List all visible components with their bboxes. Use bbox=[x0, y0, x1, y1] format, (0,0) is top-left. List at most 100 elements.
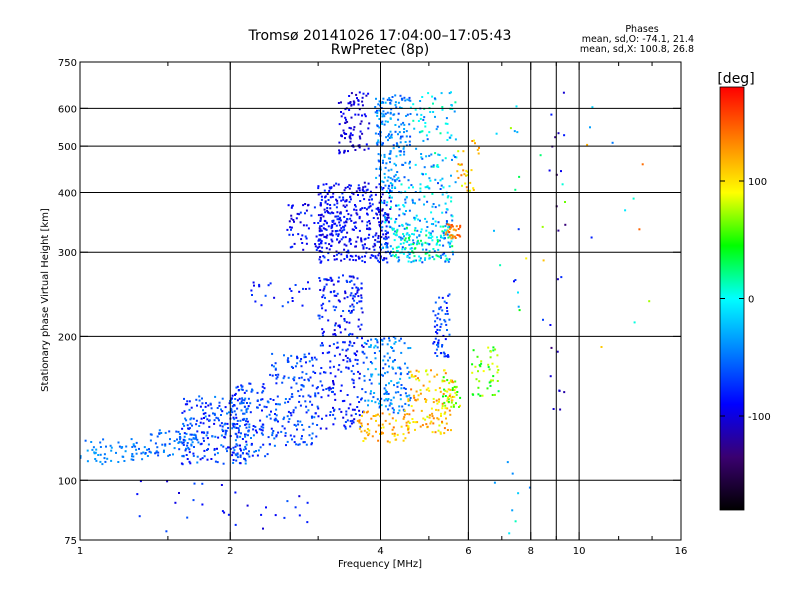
colorbar-tick-label: 0 bbox=[748, 295, 754, 306]
data-point bbox=[333, 184, 336, 187]
data-point bbox=[486, 387, 489, 390]
data-point bbox=[239, 456, 242, 458]
data-point bbox=[244, 458, 247, 461]
data-point bbox=[294, 284, 297, 286]
data-point bbox=[414, 421, 417, 424]
data-point bbox=[369, 195, 372, 198]
data-point bbox=[459, 224, 462, 227]
data-point bbox=[388, 196, 391, 199]
data-point bbox=[320, 229, 323, 232]
data-point bbox=[393, 434, 396, 437]
data-point bbox=[351, 287, 354, 290]
data-point bbox=[241, 398, 244, 401]
data-point bbox=[398, 125, 401, 128]
data-point bbox=[432, 401, 435, 404]
data-point bbox=[349, 254, 352, 257]
data-point bbox=[382, 359, 385, 362]
data-point bbox=[403, 176, 406, 179]
data-point bbox=[368, 220, 371, 222]
data-point bbox=[363, 207, 366, 209]
data-point bbox=[355, 354, 358, 357]
data-point bbox=[408, 371, 410, 374]
data-point bbox=[214, 395, 217, 398]
data-point bbox=[370, 390, 372, 393]
data-point bbox=[199, 421, 202, 424]
data-point bbox=[347, 407, 350, 410]
data-point bbox=[296, 355, 298, 358]
data-point bbox=[479, 394, 482, 397]
data-point bbox=[320, 260, 323, 263]
data-point bbox=[277, 431, 280, 434]
data-point bbox=[416, 229, 419, 232]
data-point bbox=[412, 375, 415, 378]
data-point bbox=[233, 404, 236, 407]
data-point bbox=[428, 177, 431, 180]
data-point bbox=[424, 418, 427, 421]
data-point bbox=[333, 393, 336, 396]
data-point bbox=[407, 420, 410, 423]
data-point bbox=[307, 378, 310, 381]
data-point bbox=[380, 243, 383, 246]
data-point bbox=[260, 425, 263, 428]
data-point bbox=[448, 318, 451, 321]
data-point bbox=[164, 443, 167, 446]
data-point bbox=[340, 101, 342, 104]
data-point bbox=[269, 443, 271, 446]
data-point bbox=[362, 92, 365, 95]
data-point bbox=[329, 204, 332, 206]
data-point bbox=[361, 337, 363, 340]
data-point bbox=[611, 141, 614, 144]
data-point bbox=[338, 141, 341, 144]
data-point bbox=[550, 113, 553, 116]
data-point bbox=[380, 373, 383, 376]
data-point bbox=[358, 146, 361, 149]
data-point bbox=[340, 384, 343, 387]
data-point bbox=[333, 333, 336, 335]
data-point bbox=[450, 234, 453, 237]
data-point bbox=[422, 417, 425, 420]
data-point bbox=[410, 373, 413, 376]
data-point bbox=[298, 395, 301, 397]
data-point bbox=[365, 431, 368, 434]
data-point bbox=[90, 441, 93, 443]
data-point bbox=[449, 242, 452, 245]
data-point bbox=[324, 309, 327, 312]
data-point bbox=[384, 229, 387, 232]
data-point bbox=[344, 200, 347, 203]
data-point bbox=[460, 174, 463, 177]
phases-heading: Phases bbox=[625, 24, 658, 35]
data-point bbox=[284, 401, 287, 404]
data-point bbox=[382, 426, 385, 429]
data-point bbox=[132, 443, 135, 446]
data-point bbox=[216, 452, 219, 455]
data-point bbox=[382, 233, 385, 236]
data-point bbox=[539, 154, 542, 157]
x-tick-label: 4 bbox=[377, 546, 383, 557]
data-point bbox=[405, 222, 408, 225]
data-point bbox=[378, 109, 381, 112]
data-point bbox=[99, 441, 102, 444]
data-point bbox=[489, 380, 492, 383]
data-point bbox=[339, 389, 342, 392]
data-point bbox=[248, 423, 251, 426]
data-point bbox=[374, 234, 377, 237]
data-point bbox=[369, 256, 372, 259]
data-point bbox=[433, 258, 436, 261]
data-point bbox=[260, 513, 263, 516]
data-point bbox=[389, 190, 392, 193]
data-point bbox=[195, 436, 198, 439]
data-point bbox=[347, 367, 350, 370]
data-point bbox=[329, 387, 332, 390]
data-point bbox=[421, 244, 424, 247]
data-point bbox=[349, 341, 352, 344]
data-point bbox=[341, 400, 344, 403]
data-point bbox=[368, 378, 371, 381]
x-tick-label: 2 bbox=[227, 546, 233, 557]
data-point bbox=[261, 409, 263, 412]
data-point bbox=[377, 103, 380, 106]
data-point bbox=[271, 352, 274, 355]
data-point bbox=[495, 132, 498, 135]
data-point bbox=[384, 238, 387, 241]
data-point bbox=[319, 261, 322, 264]
data-point bbox=[329, 207, 332, 210]
